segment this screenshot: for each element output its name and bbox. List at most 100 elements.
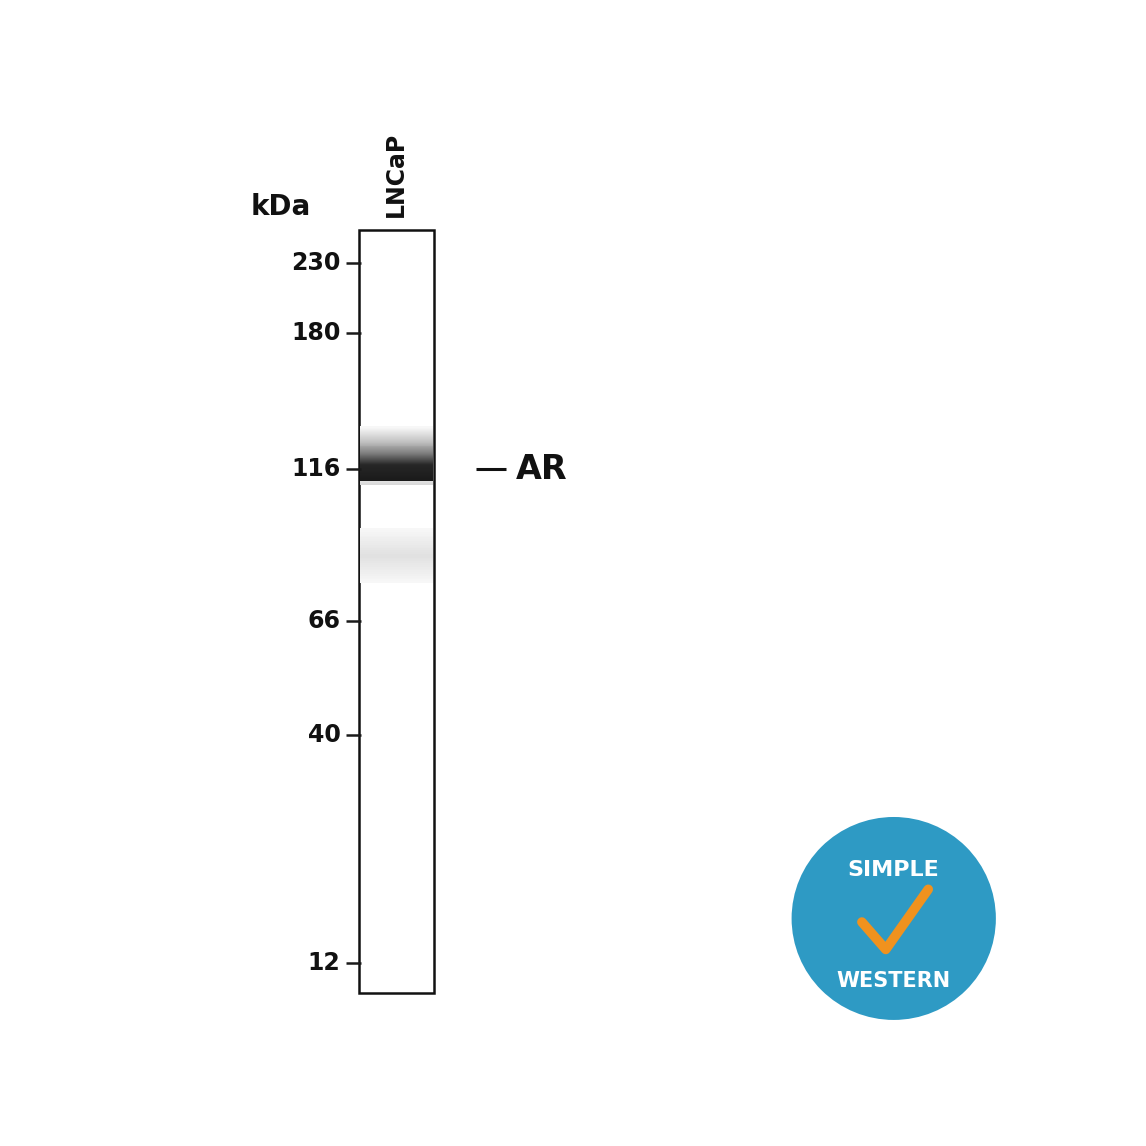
Bar bbox=[360, 482, 433, 485]
Bar bbox=[360, 581, 433, 583]
Bar bbox=[360, 484, 433, 486]
Bar bbox=[360, 532, 433, 534]
Bar bbox=[360, 427, 433, 429]
Bar bbox=[360, 442, 433, 445]
Text: 66: 66 bbox=[307, 609, 340, 633]
Bar bbox=[360, 542, 433, 544]
Bar bbox=[360, 544, 433, 547]
Bar bbox=[360, 479, 433, 480]
Bar bbox=[360, 457, 433, 460]
Bar bbox=[360, 466, 433, 468]
Bar bbox=[360, 445, 433, 447]
Bar bbox=[360, 447, 433, 448]
Bar bbox=[360, 462, 433, 464]
Bar bbox=[360, 452, 433, 454]
Bar bbox=[360, 477, 433, 479]
Bar bbox=[360, 448, 433, 450]
Text: kDa: kDa bbox=[251, 194, 311, 221]
Bar bbox=[360, 469, 433, 471]
Bar bbox=[360, 432, 433, 434]
Circle shape bbox=[792, 817, 996, 1020]
Bar bbox=[360, 461, 433, 463]
Bar bbox=[360, 441, 433, 442]
Bar bbox=[360, 555, 433, 558]
Bar bbox=[360, 461, 433, 462]
Bar bbox=[360, 468, 433, 470]
Text: SIMPLE: SIMPLE bbox=[848, 860, 940, 880]
Text: 180: 180 bbox=[291, 321, 340, 345]
Bar bbox=[360, 455, 433, 457]
Bar bbox=[360, 545, 433, 549]
Bar bbox=[360, 567, 433, 571]
Bar bbox=[360, 570, 433, 572]
Bar bbox=[360, 554, 433, 556]
Bar bbox=[360, 450, 433, 453]
Bar bbox=[360, 476, 433, 478]
Bar bbox=[360, 444, 433, 446]
Bar bbox=[360, 560, 433, 563]
Text: 116: 116 bbox=[291, 457, 340, 481]
Bar bbox=[360, 527, 433, 531]
Bar bbox=[360, 446, 433, 447]
Bar bbox=[360, 429, 433, 430]
Bar bbox=[360, 579, 433, 581]
Bar bbox=[360, 440, 433, 441]
Bar bbox=[360, 438, 433, 440]
Bar bbox=[360, 575, 433, 578]
Bar bbox=[360, 480, 433, 481]
Bar bbox=[360, 463, 433, 465]
Text: WESTERN: WESTERN bbox=[837, 972, 951, 991]
Bar bbox=[360, 563, 433, 565]
Text: 40: 40 bbox=[307, 723, 340, 747]
Bar bbox=[360, 460, 433, 461]
Bar bbox=[360, 548, 433, 550]
Bar bbox=[360, 474, 433, 477]
Bar bbox=[360, 426, 433, 427]
Bar bbox=[360, 435, 433, 438]
Bar bbox=[360, 473, 433, 474]
Bar bbox=[359, 230, 434, 994]
Bar bbox=[360, 471, 433, 473]
Bar bbox=[360, 430, 433, 432]
Bar bbox=[360, 529, 433, 532]
Bar bbox=[360, 456, 433, 458]
Bar bbox=[360, 481, 433, 484]
Bar bbox=[360, 448, 433, 449]
Bar bbox=[360, 464, 433, 466]
Bar bbox=[360, 454, 433, 455]
Bar bbox=[360, 480, 433, 482]
Bar bbox=[360, 449, 433, 452]
Bar bbox=[360, 468, 433, 469]
Bar bbox=[360, 558, 433, 562]
Bar bbox=[360, 433, 433, 434]
Bar bbox=[360, 454, 433, 456]
Bar bbox=[360, 564, 433, 567]
Bar bbox=[360, 470, 433, 472]
Bar bbox=[360, 576, 433, 580]
Text: 12: 12 bbox=[307, 950, 340, 974]
Bar bbox=[360, 533, 433, 535]
Bar bbox=[360, 566, 433, 568]
Bar bbox=[360, 572, 433, 574]
Bar bbox=[360, 472, 433, 473]
Bar bbox=[360, 573, 433, 575]
Bar bbox=[360, 540, 433, 543]
Text: ® 2014: ® 2014 bbox=[967, 997, 1002, 1006]
Bar bbox=[360, 549, 433, 552]
Bar bbox=[360, 535, 433, 537]
Bar bbox=[360, 434, 433, 435]
Bar bbox=[360, 429, 433, 431]
Bar bbox=[360, 536, 433, 540]
Bar bbox=[360, 478, 433, 479]
Bar bbox=[360, 441, 433, 444]
Text: 230: 230 bbox=[291, 251, 340, 275]
Bar bbox=[360, 435, 433, 437]
Text: AR: AR bbox=[516, 453, 568, 486]
Text: LNCaP: LNCaP bbox=[384, 132, 408, 217]
Bar bbox=[360, 458, 433, 460]
Bar bbox=[360, 557, 433, 559]
Bar bbox=[360, 539, 433, 541]
Bar bbox=[360, 431, 433, 433]
Bar bbox=[360, 551, 433, 554]
Bar bbox=[360, 439, 433, 441]
